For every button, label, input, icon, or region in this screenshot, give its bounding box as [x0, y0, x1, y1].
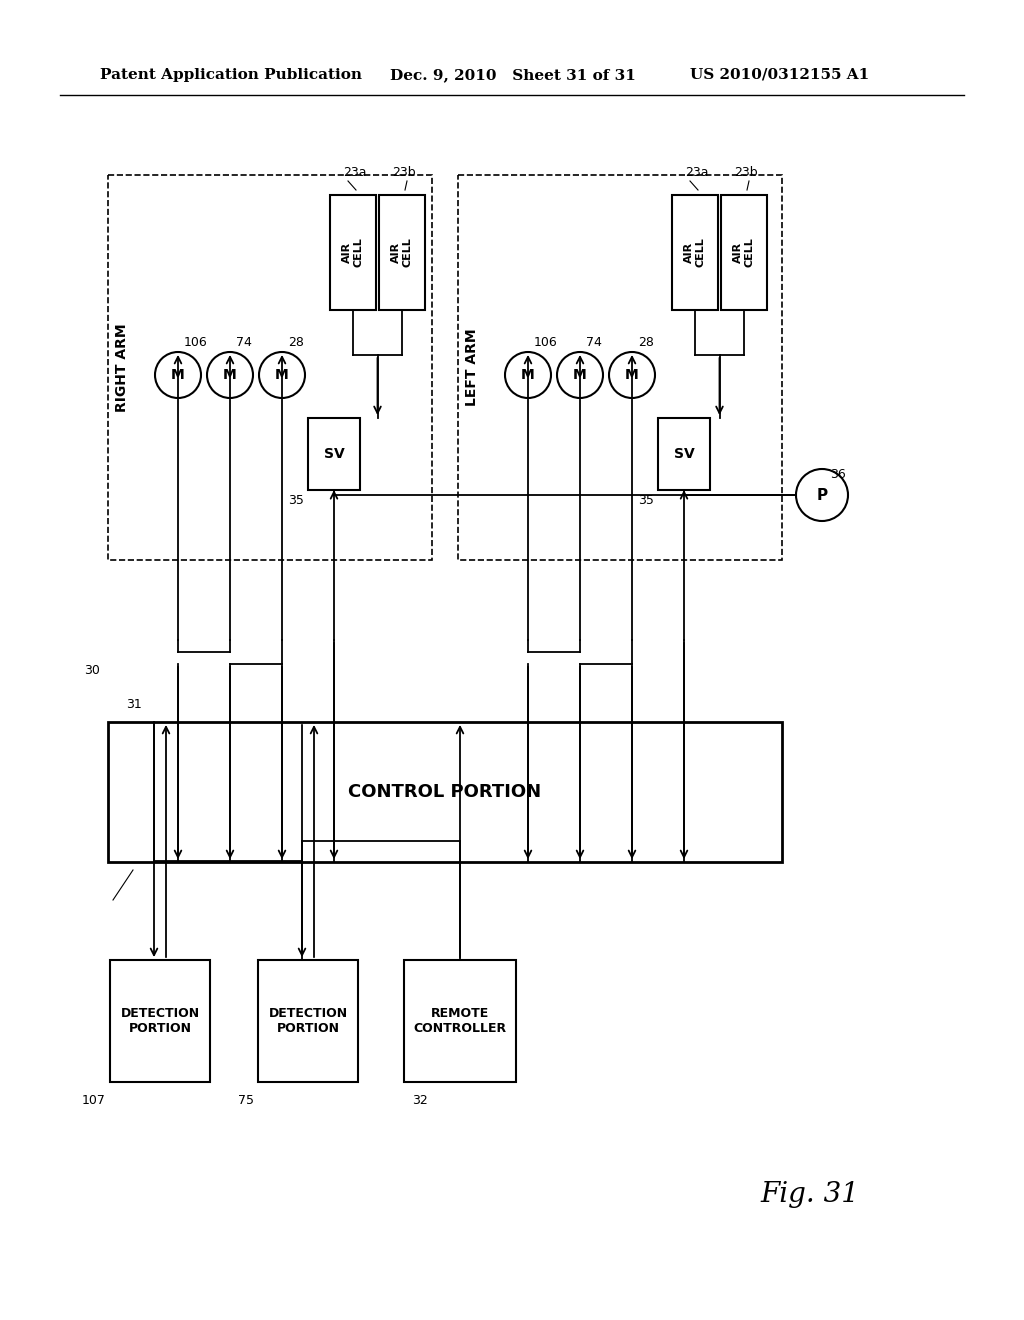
Text: LEFT ARM: LEFT ARM: [465, 329, 479, 407]
Text: 75: 75: [238, 1093, 254, 1106]
Text: 35: 35: [288, 494, 304, 507]
FancyBboxPatch shape: [258, 960, 358, 1082]
FancyBboxPatch shape: [308, 418, 360, 490]
FancyBboxPatch shape: [721, 195, 767, 310]
Text: M: M: [223, 368, 237, 381]
Text: SV: SV: [324, 447, 344, 461]
Text: AIR
CELL: AIR CELL: [684, 238, 706, 268]
Circle shape: [259, 352, 305, 399]
Text: 28: 28: [638, 337, 654, 350]
Text: 23a: 23a: [685, 166, 709, 180]
Text: 36: 36: [830, 469, 846, 482]
FancyBboxPatch shape: [404, 960, 516, 1082]
Text: AIR
CELL: AIR CELL: [391, 238, 413, 268]
Text: 107: 107: [82, 1093, 106, 1106]
Text: 74: 74: [236, 337, 252, 350]
FancyBboxPatch shape: [330, 195, 376, 310]
Text: M: M: [521, 368, 535, 381]
FancyBboxPatch shape: [672, 195, 718, 310]
Text: 23b: 23b: [392, 166, 416, 180]
Text: SV: SV: [674, 447, 694, 461]
Text: M: M: [171, 368, 185, 381]
Circle shape: [609, 352, 655, 399]
Text: Fig. 31: Fig. 31: [760, 1181, 859, 1209]
Circle shape: [207, 352, 253, 399]
FancyBboxPatch shape: [379, 195, 425, 310]
Circle shape: [155, 352, 201, 399]
FancyBboxPatch shape: [110, 960, 210, 1082]
Text: 35: 35: [638, 494, 654, 507]
Circle shape: [557, 352, 603, 399]
Circle shape: [796, 469, 848, 521]
Text: 23b: 23b: [734, 166, 758, 180]
Text: DETECTION
PORTION: DETECTION PORTION: [268, 1007, 347, 1035]
Text: 30: 30: [84, 664, 100, 676]
Text: 28: 28: [288, 337, 304, 350]
Text: AIR
CELL: AIR CELL: [342, 238, 364, 268]
Text: M: M: [573, 368, 587, 381]
Text: 106: 106: [534, 337, 558, 350]
Text: P: P: [816, 487, 827, 503]
Text: Patent Application Publication: Patent Application Publication: [100, 69, 362, 82]
Text: M: M: [275, 368, 289, 381]
Text: 31: 31: [126, 697, 141, 710]
Text: AIR
CELL: AIR CELL: [733, 238, 755, 268]
FancyBboxPatch shape: [108, 722, 782, 862]
Text: REMOTE
CONTROLLER: REMOTE CONTROLLER: [414, 1007, 507, 1035]
Text: CONTROL PORTION: CONTROL PORTION: [348, 783, 542, 801]
Text: Dec. 9, 2010   Sheet 31 of 31: Dec. 9, 2010 Sheet 31 of 31: [390, 69, 636, 82]
Text: M: M: [625, 368, 639, 381]
Text: 74: 74: [586, 337, 602, 350]
Text: 32: 32: [412, 1093, 428, 1106]
Text: US 2010/0312155 A1: US 2010/0312155 A1: [690, 69, 869, 82]
Text: RIGHT ARM: RIGHT ARM: [115, 323, 129, 412]
Circle shape: [505, 352, 551, 399]
Text: DETECTION
PORTION: DETECTION PORTION: [121, 1007, 200, 1035]
Text: 23a: 23a: [343, 166, 367, 180]
FancyBboxPatch shape: [658, 418, 710, 490]
Text: 106: 106: [184, 337, 208, 350]
